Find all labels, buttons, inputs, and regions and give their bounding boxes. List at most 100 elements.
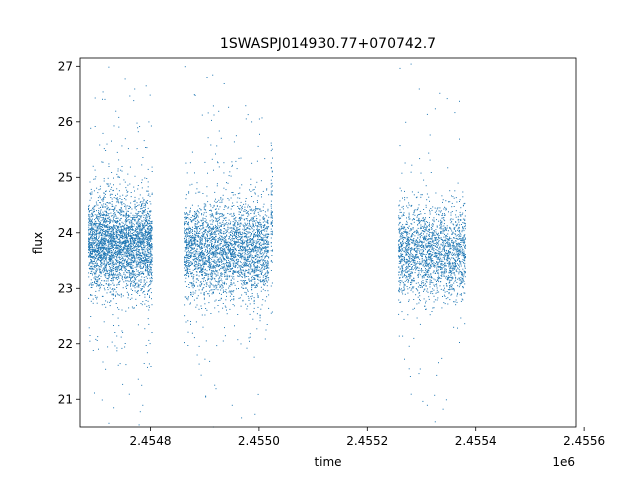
data-point [93, 277, 95, 279]
data-point [184, 227, 185, 229]
data-point [240, 238, 241, 240]
data-point [206, 246, 208, 248]
data-point [117, 317, 119, 319]
data-point [115, 240, 116, 242]
data-point [151, 234, 153, 236]
data-point [148, 220, 150, 222]
data-point [108, 422, 110, 424]
data-point [220, 297, 222, 299]
data-point [95, 217, 97, 219]
data-point [107, 252, 109, 254]
data-point [92, 223, 94, 225]
data-point [254, 192, 256, 194]
data-point [137, 283, 139, 285]
data-point [246, 282, 248, 283]
data-point [98, 207, 100, 209]
data-point [111, 238, 113, 240]
data-point [113, 236, 115, 238]
data-point [264, 246, 266, 248]
data-point [128, 266, 130, 268]
data-point [117, 265, 119, 267]
data-point [99, 214, 101, 216]
data-point [133, 253, 135, 255]
data-point [141, 247, 142, 248]
data-point [245, 200, 247, 202]
data-point [230, 175, 232, 177]
data-point [105, 225, 107, 226]
data-point [144, 245, 146, 247]
data-point [140, 242, 142, 244]
data-point [103, 237, 105, 239]
data-point [92, 350, 94, 351]
data-point [113, 235, 114, 237]
data-point [235, 243, 237, 245]
data-point [151, 257, 153, 259]
data-point [188, 240, 190, 242]
data-point [90, 300, 92, 302]
data-point [99, 225, 101, 227]
data-point [266, 296, 268, 298]
data-point [261, 238, 263, 240]
data-point [115, 259, 117, 261]
data-point [129, 223, 131, 225]
data-point [122, 242, 124, 244]
data-point [218, 300, 220, 301]
data-point [132, 273, 134, 275]
data-point [232, 273, 234, 275]
data-point [149, 265, 150, 267]
data-point [241, 258, 243, 260]
data-point [225, 189, 227, 191]
data-point [221, 237, 223, 239]
data-point [143, 239, 145, 241]
data-point [206, 284, 208, 286]
data-point [201, 259, 202, 261]
data-point [90, 294, 92, 296]
data-point [96, 262, 98, 264]
data-point [96, 251, 98, 253]
data-point [106, 230, 108, 232]
data-point [230, 283, 232, 285]
data-point [237, 242, 239, 243]
data-point [210, 267, 212, 269]
data-point [143, 204, 145, 206]
data-point [120, 269, 122, 271]
data-point [135, 284, 137, 285]
data-point [137, 224, 139, 226]
data-point [247, 251, 248, 253]
data-point [210, 253, 212, 255]
data-point [255, 262, 256, 263]
data-point [137, 378, 139, 380]
data-point [212, 246, 214, 247]
data-point [111, 231, 113, 233]
data-point [187, 214, 189, 216]
data-point [110, 256, 112, 257]
data-point [245, 230, 247, 232]
data-point [145, 257, 146, 259]
data-point [132, 284, 134, 286]
data-point [118, 223, 120, 225]
data-point [143, 235, 145, 237]
data-point [139, 273, 141, 275]
data-point [120, 207, 122, 208]
data-point [126, 272, 128, 274]
data-point [108, 185, 110, 187]
data-point [232, 262, 234, 264]
data-point [252, 256, 254, 258]
data-point [127, 254, 129, 256]
data-point [92, 256, 94, 258]
data-point [131, 226, 133, 228]
data-point [130, 202, 132, 204]
data-point [196, 297, 198, 299]
data-point [224, 205, 226, 206]
data-point [204, 243, 206, 245]
data-point [89, 192, 91, 194]
data-point [93, 236, 95, 238]
data-point [144, 303, 146, 305]
data-point [88, 209, 89, 210]
data-point [90, 256, 92, 257]
data-point [92, 257, 94, 259]
data-point [89, 238, 91, 239]
data-point [109, 237, 111, 239]
data-point [101, 295, 103, 297]
data-point [143, 291, 144, 293]
